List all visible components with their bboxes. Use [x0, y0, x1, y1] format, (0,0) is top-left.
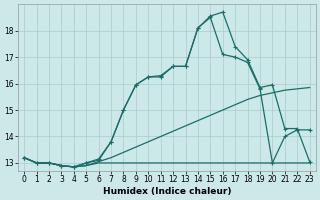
X-axis label: Humidex (Indice chaleur): Humidex (Indice chaleur)	[103, 187, 231, 196]
